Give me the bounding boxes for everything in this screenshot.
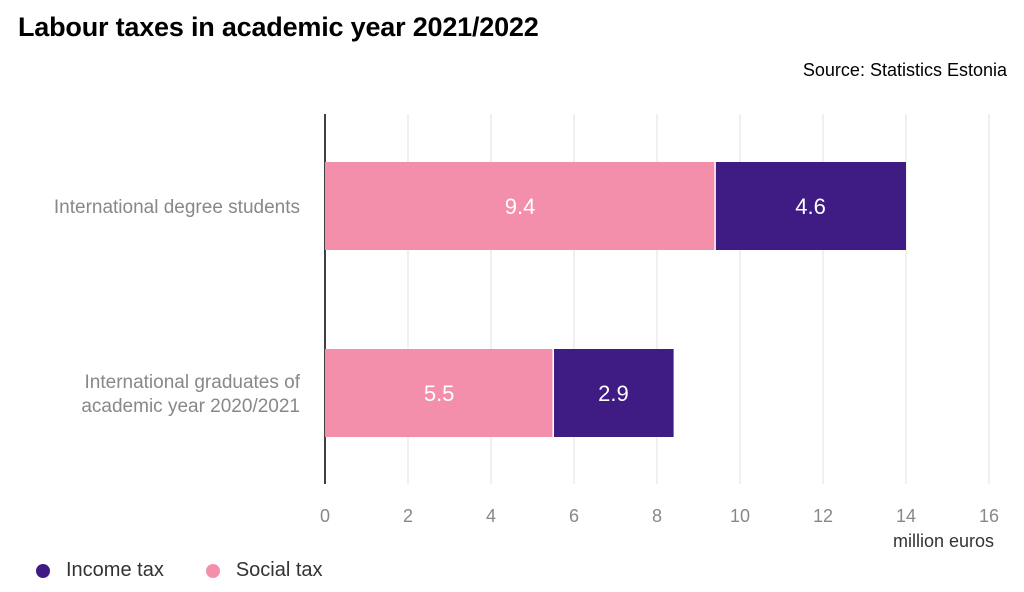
x-tick-label-8: 8 [652, 506, 662, 526]
chart-title: Labour taxes in academic year 2021/2022 [18, 12, 539, 42]
x-axis-label: million euros [893, 531, 994, 551]
legend-item-income-tax: Income tax [36, 559, 164, 582]
legend-label-income-tax: Income tax [66, 559, 164, 581]
x-tick-label-16: 16 [979, 506, 999, 526]
x-tick-label-2: 2 [403, 506, 413, 526]
data-label-social-tax-1: 5.5 [424, 381, 455, 406]
x-tick-label-12: 12 [813, 506, 833, 526]
x-tick-label-6: 6 [569, 506, 579, 526]
bar-income-tax-1 [553, 349, 674, 437]
bar-social-tax-0 [325, 162, 716, 250]
legend-swatch-social-tax [205, 563, 220, 578]
legend-swatch-income-tax [36, 563, 50, 578]
legend-label-social-tax: Social tax [235, 559, 323, 581]
category-label-1-line-1: academic year 2020/2021 [81, 396, 300, 417]
data-label-income-tax-1: 2.9 [598, 381, 629, 406]
legend: Income tax Social tax [36, 559, 365, 582]
data-label-social-tax-0: 9.4 [505, 194, 536, 219]
category-label-1-line-0: International graduates of [85, 372, 301, 393]
category-label-0: International degree students [54, 197, 300, 218]
bar-social-tax-1 [325, 349, 554, 437]
x-tick-label-10: 10 [730, 506, 750, 526]
x-tick-label-14: 14 [896, 506, 916, 526]
x-tick-label-4: 4 [486, 506, 496, 526]
x-tick-label-0: 0 [320, 506, 330, 526]
legend-item-social-tax: Social tax [205, 559, 323, 582]
data-label-income-tax-0: 4.6 [795, 194, 826, 219]
bar-income-tax-0 [715, 162, 906, 250]
source-note: Source: Statistics Estonia [802, 60, 1007, 80]
